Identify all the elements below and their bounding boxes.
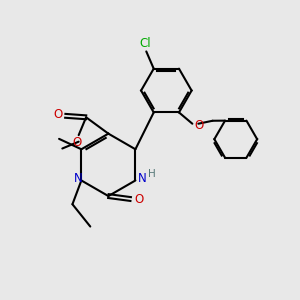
- Text: N: N: [74, 172, 83, 185]
- Text: Cl: Cl: [139, 37, 151, 50]
- Text: O: O: [194, 119, 203, 132]
- Text: H: H: [148, 169, 156, 179]
- Text: N: N: [138, 172, 146, 185]
- Text: O: O: [53, 108, 62, 121]
- Text: O: O: [73, 136, 82, 149]
- Text: O: O: [134, 193, 143, 206]
